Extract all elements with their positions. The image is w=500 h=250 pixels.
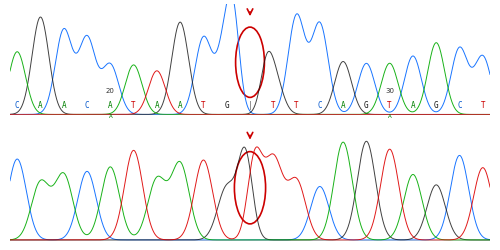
Text: A: A	[388, 114, 392, 118]
Text: T: T	[201, 100, 206, 109]
Text: G: G	[434, 100, 438, 109]
Text: |: |	[248, 100, 252, 109]
Text: A: A	[341, 100, 345, 109]
Text: A: A	[410, 100, 416, 109]
Text: C: C	[457, 100, 462, 109]
Text: C: C	[84, 100, 89, 109]
Text: T: T	[271, 100, 276, 109]
Text: A: A	[108, 100, 112, 109]
Text: T: T	[294, 100, 299, 109]
Text: C: C	[318, 100, 322, 109]
Text: A: A	[154, 100, 159, 109]
Text: A: A	[62, 100, 66, 109]
Text: A: A	[38, 100, 43, 109]
Text: T: T	[132, 100, 136, 109]
Text: A: A	[108, 114, 112, 118]
Text: 20: 20	[106, 87, 115, 93]
Text: G: G	[364, 100, 368, 109]
Text: T: T	[388, 100, 392, 109]
Text: A: A	[178, 100, 182, 109]
Text: T: T	[480, 100, 485, 109]
Text: C: C	[15, 100, 20, 109]
Text: G: G	[224, 100, 229, 109]
Text: 30: 30	[385, 87, 394, 93]
